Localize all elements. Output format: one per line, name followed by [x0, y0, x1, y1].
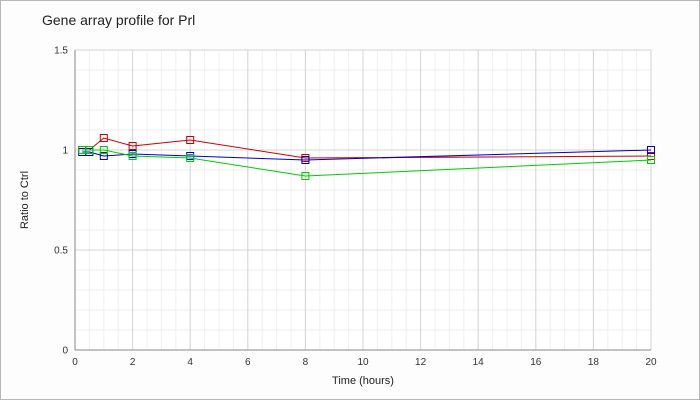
- x-tick-label: 16: [530, 357, 542, 368]
- data-point: [301, 172, 310, 180]
- data-point: [128, 152, 137, 160]
- series-line: [82, 149, 652, 177]
- x-tick-label: 10: [357, 357, 369, 368]
- data-point: [647, 156, 655, 164]
- series-layer: [78, 134, 655, 180]
- data-point: [301, 156, 310, 164]
- data-point: [99, 152, 108, 160]
- data-point: [99, 146, 108, 154]
- x-tick-label: 0: [72, 357, 78, 368]
- y-tick-label: 1.5: [54, 46, 68, 57]
- x-tick-label: 8: [303, 357, 309, 368]
- series-line: [82, 149, 652, 161]
- data-point: [99, 134, 108, 142]
- y-tick-label: 0.5: [54, 246, 68, 257]
- tick-labels: 0 2 4 6 8 10 12 14 16 18 20 0 0.5 1 1.5: [54, 46, 657, 369]
- chart-title: Gene array profile for Prl: [42, 12, 196, 28]
- y-tick-label: 1: [62, 146, 68, 157]
- x-axis-label: Time (hours): [332, 375, 394, 387]
- axes: [74, 50, 651, 351]
- x-tick-label: 20: [645, 357, 657, 368]
- data-point: [128, 142, 137, 150]
- data-point: [186, 154, 195, 162]
- y-axis-label: Ratio to Ctrl: [19, 171, 31, 229]
- x-tick-label: 14: [473, 357, 485, 368]
- x-tick-label: 2: [130, 357, 136, 368]
- y-tick-label: 0: [62, 346, 68, 357]
- series-2: [78, 146, 655, 180]
- x-tick-label: 4: [187, 357, 193, 368]
- x-tick-label: 6: [245, 357, 251, 368]
- data-point: [647, 146, 655, 154]
- data-point: [186, 136, 195, 144]
- data-point: [85, 146, 94, 154]
- x-tick-label: 12: [415, 357, 427, 368]
- x-tick-label: 18: [588, 357, 600, 368]
